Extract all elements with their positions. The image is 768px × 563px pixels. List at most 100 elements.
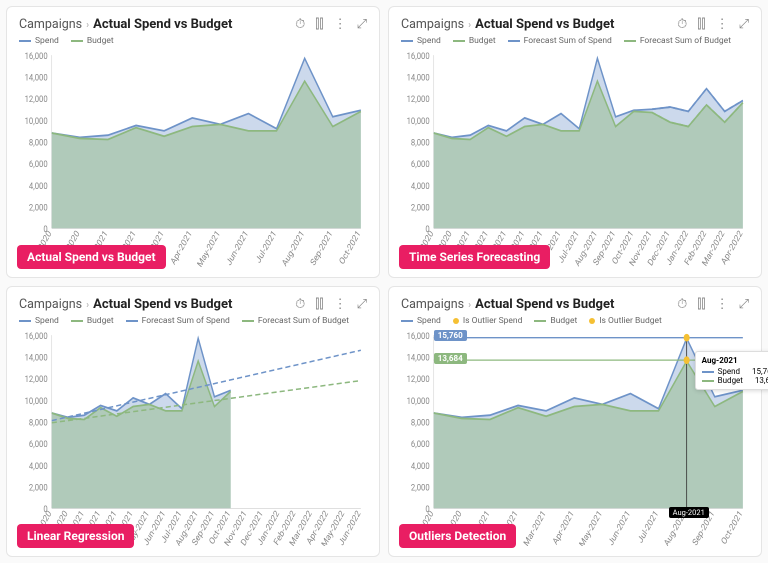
legend-item: Budget bbox=[71, 316, 114, 326]
svg-text:8,000: 8,000 bbox=[29, 138, 48, 149]
card-toolbar: ⏱ ⫿⫿ ⋮ ⤢ bbox=[677, 298, 749, 311]
svg-text:12,000: 12,000 bbox=[25, 374, 48, 385]
panel-actual: Campaigns › Actual Spend vs Budget ⏱ ⫿⫿ … bbox=[6, 6, 380, 278]
legend-item: Forecast Sum of Budget bbox=[624, 36, 731, 46]
svg-text:8,000: 8,000 bbox=[411, 138, 430, 149]
svg-text:14,000: 14,000 bbox=[25, 73, 48, 84]
breadcrumb: Campaigns › Actual Spend vs Budget bbox=[401, 17, 614, 32]
svg-text:16,000: 16,000 bbox=[407, 51, 430, 62]
breadcrumb-root[interactable]: Campaigns bbox=[19, 17, 82, 32]
more-icon[interactable]: ⋮ bbox=[716, 18, 729, 31]
more-icon[interactable]: ⋮ bbox=[334, 298, 347, 311]
svg-text:14,000: 14,000 bbox=[407, 352, 430, 363]
bar-chart-icon[interactable]: ⫿⫿ bbox=[315, 18, 323, 31]
svg-text:Apr-2021: Apr-2021 bbox=[551, 508, 576, 546]
legend-item: Forecast Sum of Spend bbox=[126, 316, 230, 326]
expand-icon[interactable]: ⤢ bbox=[739, 18, 749, 31]
expand-icon[interactable]: ⤢ bbox=[357, 298, 367, 311]
bar-chart-icon[interactable]: ⫿⫿ bbox=[697, 18, 705, 31]
legend-item: Spend bbox=[19, 36, 59, 46]
svg-text:Jul-2021: Jul-2021 bbox=[254, 229, 278, 266]
legend-item: Is Outlier Budget bbox=[589, 316, 662, 326]
chevron-right-icon: › bbox=[86, 20, 89, 31]
legend-item: Spend bbox=[19, 316, 59, 326]
svg-text:4,000: 4,000 bbox=[411, 461, 430, 472]
legend-item: Spend bbox=[401, 36, 441, 46]
svg-text:6,000: 6,000 bbox=[29, 439, 48, 450]
chevron-right-icon: › bbox=[468, 20, 471, 31]
alarm-icon[interactable]: ⏱ bbox=[677, 298, 687, 311]
svg-text:12,000: 12,000 bbox=[407, 374, 430, 385]
panel-regression: Campaigns › Actual Spend vs Budget ⏱ ⫿⫿ … bbox=[6, 286, 380, 558]
svg-text:Sep-2021: Sep-2021 bbox=[309, 229, 335, 267]
svg-text:16,000: 16,000 bbox=[25, 331, 48, 342]
svg-text:2,000: 2,000 bbox=[29, 482, 48, 493]
more-icon[interactable]: ⋮ bbox=[716, 298, 729, 311]
outlier-spend-badge: 15,760 bbox=[434, 330, 467, 341]
panel-forecast: Campaigns › Actual Spend vs Budget ⏱ ⫿⫿ … bbox=[388, 6, 762, 278]
legend-item: Forecast Sum of Spend bbox=[508, 36, 612, 46]
svg-text:2,000: 2,000 bbox=[411, 203, 430, 214]
legend-item: Spend bbox=[401, 316, 441, 326]
page-title: Actual Spend vs Budget bbox=[93, 17, 232, 32]
svg-text:Mar-2021: Mar-2021 bbox=[522, 508, 548, 546]
chart[interactable]: 02,0004,0006,0008,00010,00012,00014,0001… bbox=[19, 330, 367, 547]
svg-text:Aug-2021: Aug-2021 bbox=[281, 229, 307, 267]
svg-text:Oct-2021: Oct-2021 bbox=[338, 229, 363, 267]
x-highlight-badge: Aug-2021 bbox=[669, 507, 709, 518]
svg-text:6,000: 6,000 bbox=[411, 439, 430, 450]
svg-text:10,000: 10,000 bbox=[407, 396, 430, 407]
svg-text:May-2021: May-2021 bbox=[196, 229, 223, 267]
svg-text:8,000: 8,000 bbox=[29, 417, 48, 428]
svg-text:Oct-2021: Oct-2021 bbox=[720, 508, 745, 546]
svg-text:16,000: 16,000 bbox=[25, 51, 48, 62]
legend: Spend Budget Forecast Sum of Spend Forecast… bbox=[401, 36, 749, 46]
more-icon[interactable]: ⋮ bbox=[334, 18, 347, 31]
svg-text:14,000: 14,000 bbox=[407, 73, 430, 84]
svg-text:Jul-2021: Jul-2021 bbox=[636, 508, 660, 545]
svg-text:2,000: 2,000 bbox=[29, 203, 48, 214]
svg-text:8,000: 8,000 bbox=[411, 417, 430, 428]
svg-text:May-2021: May-2021 bbox=[578, 508, 605, 546]
chart[interactable]: 02,0004,0006,0008,00010,00012,00014,0001… bbox=[401, 330, 749, 547]
svg-text:Jun-2021: Jun-2021 bbox=[607, 508, 633, 546]
svg-text:16,000: 16,000 bbox=[407, 331, 430, 342]
bar-chart-icon[interactable]: ⫿⫿ bbox=[697, 298, 705, 311]
breadcrumb-root[interactable]: Campaigns bbox=[401, 297, 464, 312]
chart[interactable]: 02,0004,0006,0008,00010,00012,00014,0001… bbox=[401, 50, 749, 267]
svg-text:10,000: 10,000 bbox=[25, 396, 48, 407]
alarm-icon[interactable]: ⏱ bbox=[677, 18, 687, 31]
panel-badge: Actual Spend vs Budget bbox=[17, 245, 166, 269]
panel-badge: Linear Regression bbox=[17, 524, 134, 548]
alarm-icon[interactable]: ⏱ bbox=[295, 18, 305, 31]
legend-item: Forecast Sum of Budget bbox=[242, 316, 349, 326]
bar-chart-icon[interactable]: ⫿⫿ bbox=[315, 298, 323, 311]
legend: SpendBudget bbox=[19, 36, 367, 46]
expand-icon[interactable]: ⤢ bbox=[357, 18, 367, 31]
chevron-right-icon: › bbox=[86, 300, 89, 311]
page-title: Actual Spend vs Budget bbox=[93, 297, 232, 312]
breadcrumb: Campaigns › Actual Spend vs Budget bbox=[401, 297, 614, 312]
page-title: Actual Spend vs Budget bbox=[475, 17, 614, 32]
svg-text:12,000: 12,000 bbox=[25, 94, 48, 105]
svg-text:6,000: 6,000 bbox=[411, 159, 430, 170]
legend-item: Budget bbox=[453, 36, 496, 46]
chart[interactable]: 02,0004,0006,0008,00010,00012,00014,0001… bbox=[19, 50, 367, 267]
svg-text:Jun-2021: Jun-2021 bbox=[225, 229, 251, 267]
svg-text:2,000: 2,000 bbox=[411, 482, 430, 493]
alarm-icon[interactable]: ⏱ bbox=[295, 298, 305, 311]
panel-badge: Time Series Forecasting bbox=[399, 245, 550, 269]
breadcrumb-root[interactable]: Campaigns bbox=[401, 17, 464, 32]
page-title: Actual Spend vs Budget bbox=[475, 297, 614, 312]
panel-outliers: Campaigns › Actual Spend vs Budget ⏱ ⫿⫿ … bbox=[388, 286, 762, 558]
legend: Spend Budget Forecast Sum of Spend Forecast… bbox=[19, 316, 367, 326]
legend-item: Budget bbox=[534, 316, 577, 326]
breadcrumb-root[interactable]: Campaigns bbox=[19, 297, 82, 312]
svg-text:10,000: 10,000 bbox=[25, 116, 48, 127]
expand-icon[interactable]: ⤢ bbox=[739, 298, 749, 311]
svg-text:4,000: 4,000 bbox=[411, 181, 430, 192]
svg-text:6,000: 6,000 bbox=[29, 159, 48, 170]
svg-text:4,000: 4,000 bbox=[29, 461, 48, 472]
svg-text:14,000: 14,000 bbox=[25, 352, 48, 363]
card-toolbar: ⏱ ⫿⫿ ⋮ ⤢ bbox=[295, 298, 367, 311]
